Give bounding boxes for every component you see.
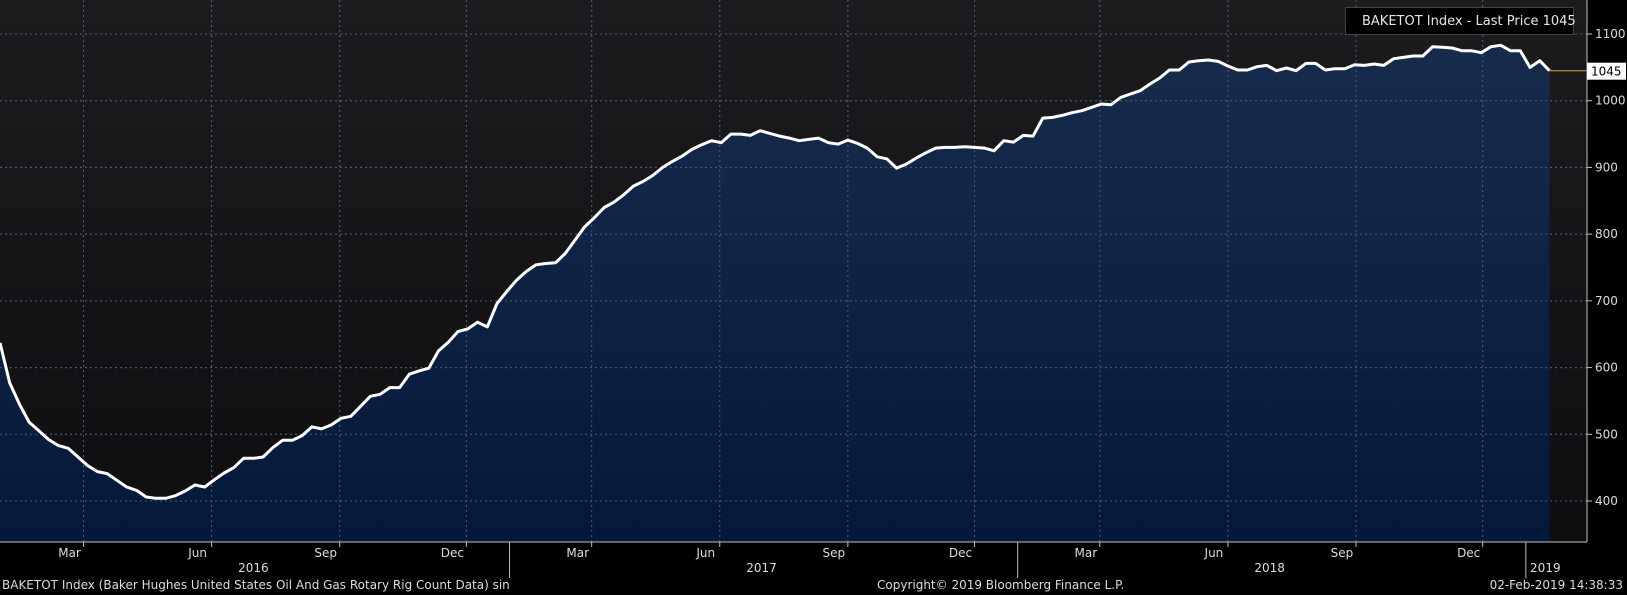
grid-lines-over-area <box>0 0 1587 542</box>
x-tick-label: Jun <box>695 546 715 560</box>
last-price-marker: 1045 <box>1549 62 1626 80</box>
y-tick-label: 400 <box>1595 494 1618 508</box>
footer-copyright: Copyright© 2019 Bloomberg Finance L.P. <box>877 578 1125 592</box>
year-labels: 2016 2017 2018 2019 <box>238 542 1561 578</box>
year-label: 2016 <box>238 561 269 575</box>
last-price-tag: 1045 <box>1591 65 1622 79</box>
year-label: 2019 <box>1530 561 1561 575</box>
last-price-box <box>1587 62 1626 80</box>
x-axis: Mar Jun Sep Dec Mar Jun Sep Dec Mar Jun Sep Dec <box>58 542 1484 560</box>
year-label: 2017 <box>746 561 777 575</box>
chart-legend: BAKETOT Index - Last Price 1045 <box>1345 7 1576 35</box>
x-tick-label: Dec <box>949 546 972 560</box>
x-tick-label: Mar <box>566 546 589 560</box>
year-label: 2018 <box>1254 561 1285 575</box>
x-tick-label: Sep <box>823 546 846 560</box>
series-line <box>0 43 1551 500</box>
x-tick-label: Dec <box>441 546 464 560</box>
x-tick-label: Sep <box>314 546 337 560</box>
y-tick-label: 1000 <box>1595 94 1626 108</box>
x-tick-label: Jun <box>1204 546 1224 560</box>
x-tick-label: Sep <box>1331 546 1354 560</box>
y-tick-label: 900 <box>1595 160 1618 174</box>
y-tick-label: 600 <box>1595 361 1618 375</box>
y-tick-label: 500 <box>1595 427 1618 441</box>
x-tick-label: Jun <box>187 546 207 560</box>
legend-label: BAKETOT Index - Last Price 1045 <box>1362 13 1576 29</box>
y-axis: 400 500 600 700 800 900 1000 1100 <box>1587 27 1626 508</box>
x-tick-label: Dec <box>1457 546 1480 560</box>
y-tick-label: 1100 <box>1595 27 1626 41</box>
series-area-fill <box>0 45 1550 543</box>
y-tick-label: 800 <box>1595 227 1618 241</box>
y-tick-label: 700 <box>1595 294 1618 308</box>
footer-timestamp: 02-Feb-2019 14:38:33 <box>1489 578 1623 592</box>
x-tick-label: Mar <box>1075 546 1098 560</box>
x-tick-label: Mar <box>58 546 81 560</box>
footer-description: BAKETOT Index (Baker Hughes United State… <box>2 578 510 592</box>
